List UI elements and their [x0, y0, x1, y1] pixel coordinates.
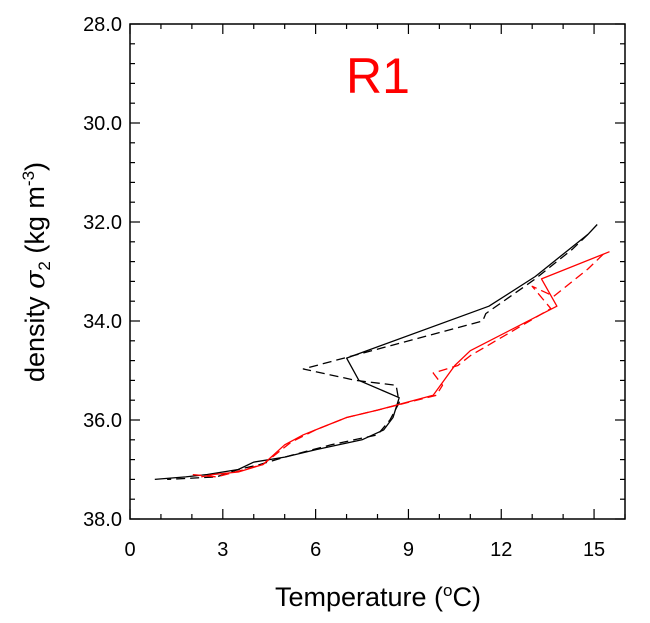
- chart-title: R1: [346, 48, 410, 104]
- x-axis-label-main: Temperature (: [275, 582, 443, 612]
- x-axis-label: Temperature (oC): [275, 581, 481, 612]
- y-tick-label: 36.0: [83, 410, 122, 432]
- x-axis-label-tail: C): [453, 582, 482, 612]
- y-tick-label: 34.0: [83, 311, 122, 333]
- y-axis-label: density σ2 (kg m-3): [19, 162, 54, 382]
- tick-labels: 0 3 6 9 12 15 28.0 30.0 32.0 34.0 36.0 38.0: [83, 14, 605, 561]
- x-axis-label-sup: o: [443, 581, 452, 600]
- y-tick-label: 32.0: [83, 212, 122, 234]
- y-axis-label-unit: (kg m: [20, 186, 50, 261]
- y-tick-label: 38.0: [83, 509, 122, 531]
- series-line-4-dashed: [191, 253, 604, 478]
- x-tick-label: 6: [310, 539, 321, 561]
- x-tick-label: 3: [217, 539, 228, 561]
- series-line-1-solid: [154, 224, 598, 481]
- x-tick-label: 9: [403, 539, 414, 561]
- y-tick-label: 28.0: [83, 14, 122, 36]
- y-axis-label-unit-tail: ): [20, 162, 50, 171]
- y-axis-label-unit-sup: -3: [19, 171, 38, 186]
- x-tick-label: 0: [124, 539, 135, 561]
- x-tick-label: 15: [583, 539, 605, 561]
- series-line-2-dashed: [167, 233, 589, 481]
- y-axis-label-sub: 2: [35, 261, 54, 270]
- data-series: [154, 224, 610, 481]
- y-axis-label-sigma: σ: [20, 269, 51, 289]
- y-tick-label: 30.0: [83, 113, 122, 135]
- y-axis-label-main: density: [20, 289, 50, 382]
- plot-frame: [129, 23, 626, 520]
- x-tick-label: 12: [490, 539, 512, 561]
